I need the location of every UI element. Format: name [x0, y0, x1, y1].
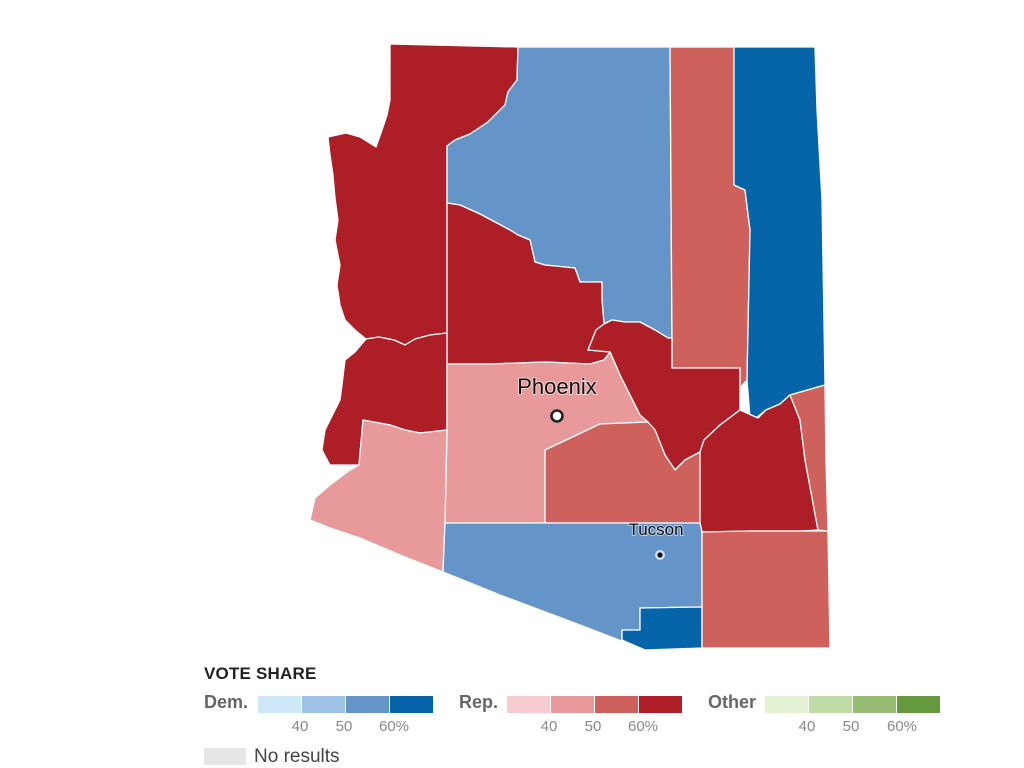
vote-share-legend: VOTE SHARE Dem. 40 50 60% Rep. 40 50 60%…: [204, 662, 964, 768]
legend-swatch-other-4: [897, 696, 940, 713]
city-dot-tucson: [657, 552, 663, 558]
legend-swatch-dem-4: [390, 696, 433, 713]
city-marker-tucson: Tucson: [627, 519, 685, 560]
legend-tick-other-40: 40: [798, 718, 816, 735]
legend-swatch-rep-1: [507, 696, 550, 713]
legend-swatch-other-2: [809, 696, 852, 713]
legend-tick-dem-40: 40: [291, 718, 309, 735]
legend-swatch-rep-2: [551, 696, 594, 713]
legend-tick-other-60: 60%: [886, 718, 918, 735]
county-cochise[interactable]: [701, 530, 831, 649]
city-marker-phoenix: Phoenix: [516, 373, 598, 423]
legend-title: VOTE SHARE: [204, 664, 317, 683]
legend-tick-rep-60: 60%: [627, 718, 659, 735]
legend-swatch-rep-4: [639, 696, 682, 713]
legend-tick-dem-50: 50: [335, 718, 353, 735]
legend-tick-rep-40: 40: [540, 718, 558, 735]
legend-group-label-other: Other: [708, 692, 757, 712]
no-results-label: No results: [254, 746, 340, 767]
legend-swatch-rep-3: [595, 696, 638, 713]
legend-group-label-dem: Dem.: [204, 692, 249, 712]
legend-tick-dem-60: 60%: [378, 718, 410, 735]
legend-group-label-rep: Rep.: [459, 692, 499, 712]
county-map: Phoenix Tucson: [309, 43, 831, 651]
legend-tick-rep-50: 50: [584, 718, 602, 735]
legend-tick-other-50: 50: [842, 718, 860, 735]
legend-swatch-other-3: [853, 696, 896, 713]
legend-swatch-dem-3: [346, 696, 389, 713]
city-label-tucson: Tucson: [628, 520, 683, 539]
legend-swatch-dem-2: [302, 696, 345, 713]
legend-swatch-other-1: [765, 696, 808, 713]
no-results-swatch: [204, 748, 246, 765]
city-label-phoenix: Phoenix: [517, 374, 597, 399]
city-dot-phoenix: [550, 409, 564, 423]
county-yuma[interactable]: [309, 419, 448, 573]
legend-swatch-dem-1: [258, 696, 301, 713]
